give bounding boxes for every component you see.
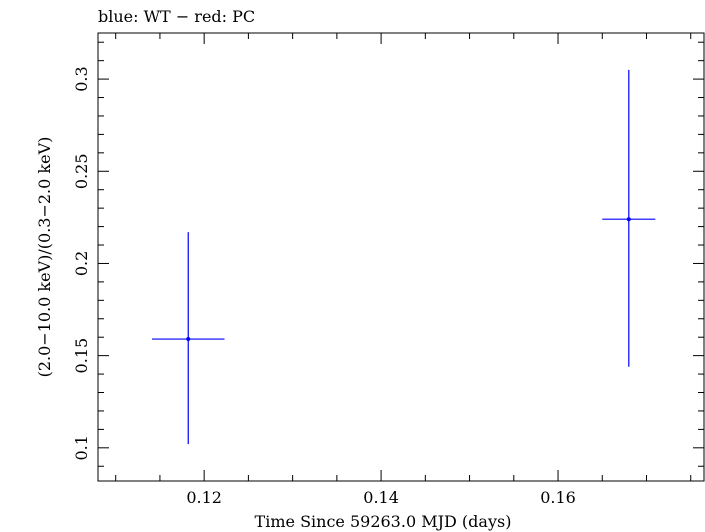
y-axis-ticks bbox=[98, 41, 704, 467]
data-point bbox=[626, 217, 631, 222]
y-axis-tick-labels: 0.1 0.15 0.2 0.25 0.3 bbox=[72, 66, 91, 460]
y-axis-label: (2.0−10.0 keV)/(0.3−2.0 keV) bbox=[35, 137, 54, 378]
x-axis-tick-labels: 0.12 0.14 0.16 bbox=[186, 488, 575, 507]
x-tick-label: 0.12 bbox=[186, 488, 222, 507]
y-tick-label: 0.2 bbox=[72, 251, 91, 276]
x-axis-ticks bbox=[115, 33, 692, 481]
chart-title: blue: WT − red: PC bbox=[98, 7, 255, 26]
data-point bbox=[186, 337, 191, 342]
y-tick-label: 0.1 bbox=[72, 435, 91, 460]
x-tick-label: 0.14 bbox=[363, 488, 399, 507]
x-tick-label: 0.16 bbox=[540, 488, 576, 507]
data-marks bbox=[151, 69, 656, 445]
y-tick-label: 0.25 bbox=[72, 153, 91, 189]
x-axis-label: Time Since 59263.0 MJD (days) bbox=[255, 512, 512, 531]
plot-frame bbox=[97, 32, 705, 482]
y-tick-label: 0.15 bbox=[72, 338, 91, 374]
y-tick-label: 0.3 bbox=[72, 66, 91, 91]
